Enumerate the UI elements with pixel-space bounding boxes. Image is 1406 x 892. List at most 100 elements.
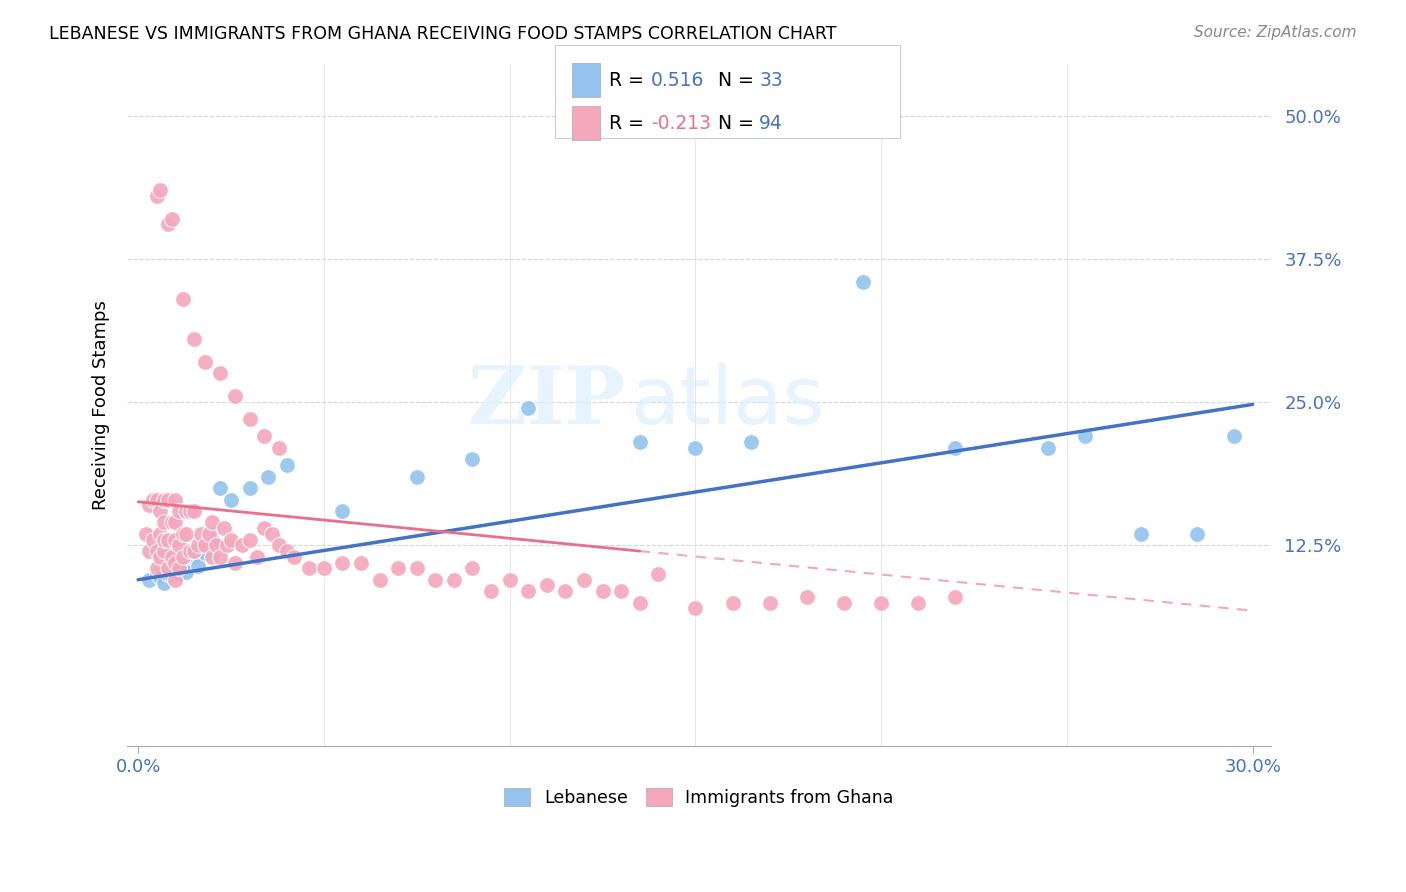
Point	[276, 458, 298, 472]
Text: 33: 33	[759, 70, 783, 90]
Point	[183, 544, 205, 558]
Point	[183, 549, 205, 564]
Text: LEBANESE VS IMMIGRANTS FROM GHANA RECEIVING FOOD STAMPS CORRELATION CHART: LEBANESE VS IMMIGRANTS FROM GHANA RECEIV…	[49, 25, 837, 43]
Point	[156, 492, 179, 507]
Point	[685, 601, 707, 615]
Point	[461, 452, 484, 467]
Point	[149, 527, 172, 541]
Point	[276, 544, 298, 558]
Point	[167, 538, 190, 552]
Point	[145, 566, 167, 581]
Text: ZIP: ZIP	[468, 362, 624, 441]
Point	[212, 521, 235, 535]
Point	[187, 538, 209, 552]
Point	[796, 590, 818, 604]
Point	[610, 584, 633, 599]
Point	[1223, 429, 1246, 443]
Point	[201, 549, 224, 564]
Point	[592, 584, 614, 599]
Point	[156, 218, 179, 232]
Point	[536, 578, 558, 592]
Point	[1185, 527, 1208, 541]
Point	[246, 549, 269, 564]
Point	[1038, 441, 1060, 455]
Point	[149, 183, 172, 197]
Point	[219, 533, 242, 547]
Point	[283, 549, 305, 564]
Point	[312, 561, 335, 575]
Point	[517, 401, 540, 415]
Point	[153, 576, 176, 591]
Point	[176, 565, 198, 579]
Point	[740, 435, 762, 450]
Point	[945, 590, 967, 604]
Point	[197, 527, 219, 541]
Point	[332, 504, 354, 518]
Point	[201, 533, 224, 547]
Point	[1074, 429, 1097, 443]
Point	[176, 527, 198, 541]
Point	[368, 573, 391, 587]
Point	[194, 538, 217, 552]
Point	[135, 527, 157, 541]
Point	[167, 561, 190, 575]
Point	[172, 549, 194, 564]
Point	[231, 538, 253, 552]
Point	[156, 533, 179, 547]
Y-axis label: Receiving Food Stamps: Receiving Food Stamps	[93, 300, 110, 510]
Point	[298, 561, 321, 575]
Text: -0.213: -0.213	[651, 114, 711, 133]
Point	[172, 558, 194, 572]
Point	[165, 492, 187, 507]
Point	[239, 481, 262, 495]
Point	[149, 504, 172, 518]
Point	[160, 569, 183, 583]
Point	[425, 573, 447, 587]
Point	[176, 504, 198, 518]
Point	[145, 544, 167, 558]
Point	[554, 584, 576, 599]
Point	[172, 527, 194, 541]
Point	[832, 596, 855, 610]
Point	[332, 556, 354, 570]
Point	[205, 538, 228, 552]
Point	[945, 441, 967, 455]
Point	[1130, 527, 1153, 541]
Point	[142, 533, 165, 547]
Point	[153, 533, 176, 547]
Point	[138, 573, 160, 587]
Point	[217, 538, 239, 552]
Point	[628, 596, 651, 610]
Point	[165, 533, 187, 547]
Point	[405, 561, 427, 575]
Point	[167, 566, 190, 581]
Point	[443, 573, 465, 587]
Text: N =: N =	[718, 114, 755, 133]
Point	[190, 527, 212, 541]
Point	[208, 367, 231, 381]
Point	[239, 412, 262, 426]
Point	[498, 573, 520, 587]
Text: Source: ZipAtlas.com: Source: ZipAtlas.com	[1194, 25, 1357, 40]
Legend: Lebanese, Immigrants from Ghana: Lebanese, Immigrants from Ghana	[498, 781, 901, 814]
Point	[647, 566, 669, 581]
Point	[187, 558, 209, 573]
Point	[156, 561, 179, 575]
Point	[405, 469, 427, 483]
Point	[153, 544, 176, 558]
Point	[721, 596, 744, 610]
Point	[461, 561, 484, 575]
Point	[172, 292, 194, 306]
Point	[208, 549, 231, 564]
Point	[160, 549, 183, 564]
Point	[160, 516, 183, 530]
Point	[870, 596, 893, 610]
Point	[387, 561, 409, 575]
Point	[167, 504, 190, 518]
Point	[851, 275, 873, 289]
Point	[165, 573, 187, 587]
Point	[165, 561, 187, 575]
Text: 94: 94	[759, 114, 783, 133]
Text: atlas: atlas	[630, 362, 825, 441]
Point	[156, 566, 179, 581]
